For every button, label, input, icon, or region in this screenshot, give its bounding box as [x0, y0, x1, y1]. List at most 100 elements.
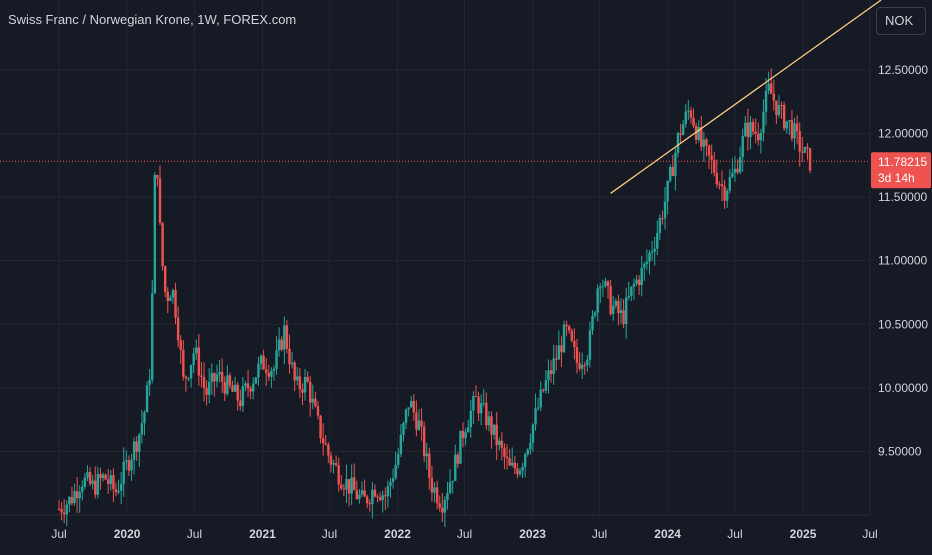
candle-body: [723, 186, 726, 201]
y-tick-label: 10.50000: [878, 317, 928, 331]
candle-body: [679, 133, 682, 135]
candle-body: [526, 449, 529, 455]
candle-body: [596, 288, 599, 313]
candle-body: [179, 340, 182, 350]
candle-body: [614, 300, 618, 306]
candle-body: [617, 300, 620, 314]
candle-body: [466, 427, 470, 433]
candle-body: [770, 83, 773, 94]
candle-body: [461, 430, 465, 439]
candle-body: [718, 184, 721, 186]
y-tick-label: 12.00000: [878, 127, 928, 141]
candle-body: [523, 454, 527, 467]
candle-body: [775, 100, 778, 116]
candle-body: [645, 261, 649, 264]
y-tick-label: 10.00000: [878, 381, 928, 395]
candle-body: [249, 388, 252, 392]
candle-body: [233, 384, 237, 392]
candle-body: [669, 166, 672, 181]
candle-body: [656, 233, 659, 249]
candle-body: [495, 424, 498, 446]
candle-body: [498, 440, 501, 446]
candle-body: [648, 252, 651, 262]
candle-body: [122, 461, 125, 484]
candle-body: [547, 370, 550, 381]
candle-body: [785, 121, 788, 129]
candle-body: [676, 133, 680, 153]
candle-body: [148, 379, 151, 386]
candle-body: [544, 380, 548, 391]
candle-body: [511, 462, 514, 466]
candle-body: [539, 389, 542, 408]
candle-body: [334, 462, 338, 466]
candle-body: [663, 201, 667, 219]
candle-body: [433, 487, 436, 493]
candle-body: [746, 122, 750, 138]
x-tick-label: 2023: [519, 527, 546, 541]
candle-body: [573, 340, 576, 348]
candle-body: [161, 222, 164, 267]
candle-body: [376, 496, 379, 498]
candle-body: [296, 376, 299, 381]
candle-body: [780, 104, 783, 106]
candle-body: [788, 120, 791, 122]
candle-body: [373, 489, 377, 497]
candle-body: [153, 175, 157, 294]
candle-body: [479, 403, 483, 414]
candle-body: [762, 111, 765, 133]
candle-body: [487, 416, 491, 426]
candle-body: [378, 497, 382, 501]
candle-body: [715, 172, 719, 185]
candle-body: [438, 503, 441, 508]
x-tick-label: 2025: [790, 527, 817, 541]
candle-body: [399, 434, 403, 455]
candle-body: [280, 339, 283, 350]
candle-body: [254, 377, 258, 384]
candle-body: [109, 475, 112, 484]
candle-body: [213, 373, 216, 382]
candle-body: [671, 166, 674, 176]
candle-body: [246, 383, 250, 389]
candle-body: [803, 146, 807, 153]
candle-body: [568, 326, 571, 331]
candle-body: [731, 172, 734, 177]
candle-body: [728, 176, 731, 191]
candle-body: [220, 371, 224, 382]
y-tick-label: 11.50000: [878, 190, 927, 204]
currency-badge[interactable]: NOK: [876, 7, 926, 35]
candle-body: [529, 442, 532, 450]
candle-body: [231, 385, 234, 392]
last-price-value: 11.78215: [878, 155, 927, 169]
x-tick-label: 2020: [114, 527, 141, 541]
candle-body: [412, 400, 416, 413]
candle-body: [604, 281, 607, 286]
candle-body: [60, 508, 63, 513]
candle-body: [666, 180, 669, 202]
candle-body: [107, 479, 110, 484]
candle-body: [187, 378, 190, 380]
candle-body: [189, 364, 193, 379]
x-tick-label: Jul: [727, 527, 742, 541]
candle-body: [272, 368, 276, 371]
candle-body: [391, 478, 395, 482]
candle-body: [293, 362, 296, 381]
candle-body: [705, 139, 708, 146]
candle-body: [749, 122, 752, 138]
candle-body: [560, 345, 563, 353]
candle-body: [692, 117, 695, 126]
candle-body: [223, 381, 226, 394]
candle-body: [262, 355, 265, 370]
candle-body: [138, 434, 141, 452]
candle-body: [182, 349, 185, 377]
candle-body: [145, 385, 149, 413]
candle-body: [557, 345, 561, 360]
candle-body: [218, 371, 221, 375]
candle-body: [640, 267, 643, 286]
candle-body: [402, 423, 405, 435]
candle-body: [782, 105, 786, 129]
candle-body: [83, 477, 87, 487]
x-tick-label: 2024: [654, 527, 681, 541]
candle-body: [104, 474, 107, 480]
